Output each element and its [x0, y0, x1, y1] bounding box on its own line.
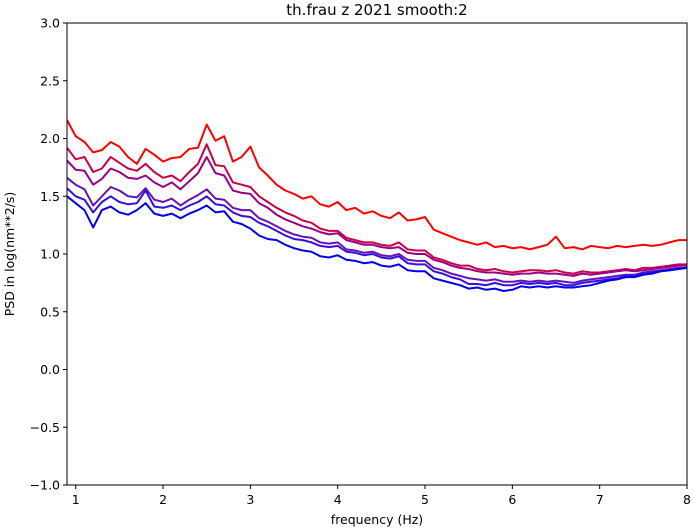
y-axis-label: PSD in log(nm**2/s) — [2, 192, 17, 317]
chart-title: th.frau z 2021 smooth:2 — [286, 1, 467, 19]
x-tick-label: 4 — [334, 492, 342, 507]
psd-series-line-5 — [67, 187, 687, 287]
series-layer — [67, 119, 687, 292]
x-tick-label: 8 — [683, 492, 691, 507]
x-tick-label: 7 — [596, 492, 604, 507]
y-tick-label: −0.5 — [30, 420, 60, 435]
plot-area — [66, 22, 688, 486]
x-tick-label: 5 — [421, 492, 429, 507]
y-tick-label: 2.5 — [40, 73, 60, 88]
y-tick-label: 3.0 — [40, 16, 60, 31]
y-tick-label: 0.0 — [40, 362, 60, 377]
x-axis: 1 2 3 4 5 6 7 8 — [72, 485, 691, 507]
x-tick-label: 6 — [508, 492, 516, 507]
y-axis: −1.0 −0.5 0.0 0.5 1.0 1.5 2.0 2.5 3.0 — [30, 16, 67, 493]
psd-series-line-2 — [67, 143, 687, 275]
y-tick-label: −1.0 — [30, 478, 60, 493]
y-tick-label: 0.5 — [40, 304, 60, 319]
psd-series-line-4 — [67, 177, 687, 284]
x-tick-label: 1 — [72, 492, 80, 507]
y-tick-label: 2.0 — [40, 131, 60, 146]
psd-series-line-3 — [67, 156, 687, 277]
psd-series-line-6 — [67, 195, 687, 292]
y-tick-label: 1.5 — [40, 189, 60, 204]
x-tick-label: 2 — [159, 492, 167, 507]
psd-series-line-1 — [67, 119, 687, 251]
x-axis-label: frequency (Hz) — [331, 512, 423, 527]
y-tick-label: 1.0 — [40, 247, 60, 262]
x-tick-label: 3 — [246, 492, 254, 507]
